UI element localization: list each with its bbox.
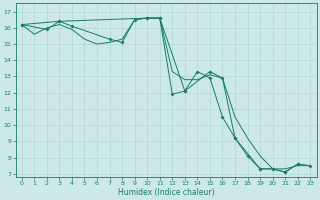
X-axis label: Humidex (Indice chaleur): Humidex (Indice chaleur): [118, 188, 214, 197]
